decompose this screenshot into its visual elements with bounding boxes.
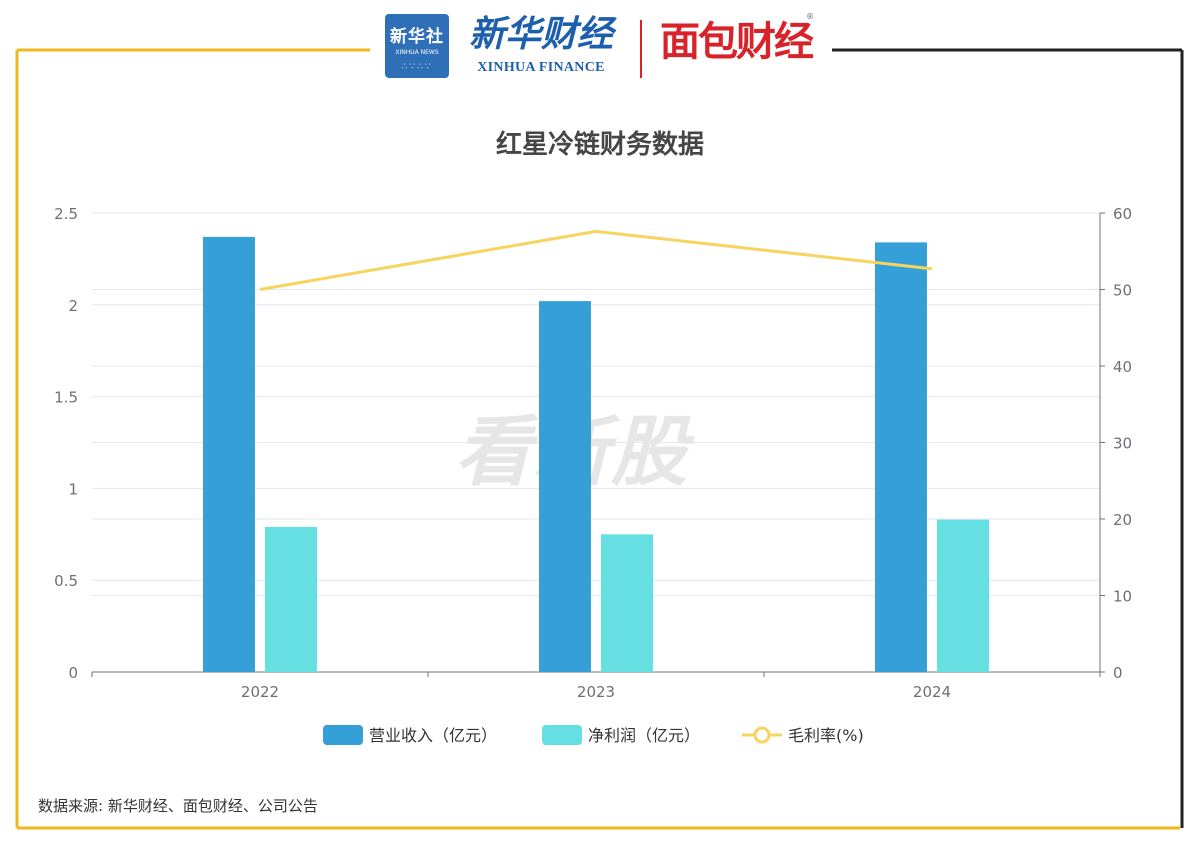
legend-revenue-text: 营业收入（亿元） xyxy=(369,726,497,745)
revenue-bar xyxy=(875,242,927,672)
y-left-tick-label: 2 xyxy=(68,297,78,315)
x-tick-label: 2024 xyxy=(913,683,951,701)
legend-net-profit-swatch xyxy=(542,725,582,745)
revenue-bar xyxy=(539,301,591,672)
y-right-tick-label: 10 xyxy=(1113,588,1132,606)
legend-gross-margin-text: 毛利率(%) xyxy=(788,726,864,745)
y-left-tick-label: 1.5 xyxy=(54,389,78,407)
y-right-tick-label: 20 xyxy=(1113,511,1132,529)
revenue-bar xyxy=(203,236,255,673)
y-left-tick-label: 2.5 xyxy=(54,205,78,223)
legend-revenue-swatch xyxy=(323,725,363,745)
x-tick-label: 2023 xyxy=(577,683,615,701)
y-left-tick-label: 0 xyxy=(68,664,78,682)
registered-mark: ® xyxy=(806,12,814,21)
source-note: 数据来源: 新华财经、面包财经、公司公告 xyxy=(38,797,318,815)
xinhua-finance-cn: 新华财经 xyxy=(468,13,613,55)
legend-gross-margin-swatch-marker xyxy=(753,726,771,744)
xinhua-finance-logo: 新华财经 XINHUA FINANCE xyxy=(462,12,620,76)
gross-margin-line xyxy=(259,229,933,291)
xinhua-news-logo: 新华社 XINHUA NEWS ∴∵∴∵ xyxy=(385,14,449,78)
y-right-tick-label: 60 xyxy=(1113,205,1132,223)
y-right-tick-label: 30 xyxy=(1113,435,1132,453)
y-left-tick-label: 1 xyxy=(68,480,78,498)
y-right-tick-label: 50 xyxy=(1113,282,1132,300)
logo-separator xyxy=(640,20,642,78)
xinhua-logo-cn: 新华社 xyxy=(390,27,444,47)
mianbao-finance-logo: 面包财经 xyxy=(660,19,814,65)
y-right-tick-label: 0 xyxy=(1113,664,1123,682)
legend-net-profit-text: 净利润（亿元） xyxy=(588,726,700,745)
net-profit-bar xyxy=(937,519,989,672)
xinhua-finance-en: XINHUA FINANCE xyxy=(477,60,605,75)
chart-title: 红星冷链财务数据 xyxy=(496,129,704,160)
network-icon: ∴∵∴∵ xyxy=(401,62,433,72)
xinhua-logo-en: XINHUA NEWS xyxy=(395,49,439,56)
y-right-tick-label: 40 xyxy=(1113,358,1132,376)
x-tick-label: 2022 xyxy=(241,683,279,701)
net-profit-bar xyxy=(601,534,653,672)
net-profit-bar xyxy=(265,526,317,672)
y-left-tick-label: 0.5 xyxy=(54,572,78,590)
